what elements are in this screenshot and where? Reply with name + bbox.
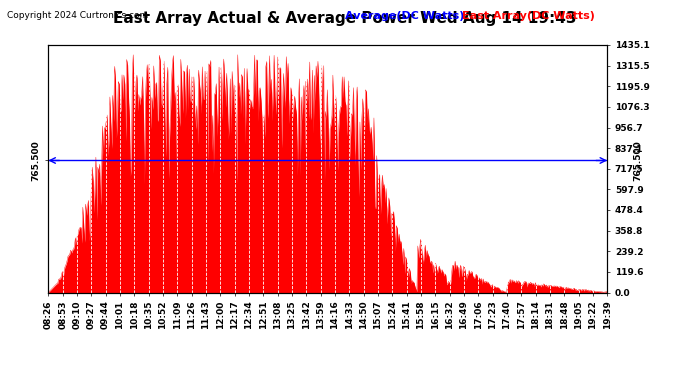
Text: Copyright 2024 Curtronics.com: Copyright 2024 Curtronics.com (7, 11, 148, 20)
Text: East Array(DC Watts): East Array(DC Watts) (462, 11, 595, 21)
Text: East Array Actual & Average Power Wed Aug 14 19:43: East Array Actual & Average Power Wed Au… (113, 11, 577, 26)
Text: Average(DC Watts): Average(DC Watts) (345, 11, 464, 21)
Text: 765.500: 765.500 (633, 140, 642, 181)
